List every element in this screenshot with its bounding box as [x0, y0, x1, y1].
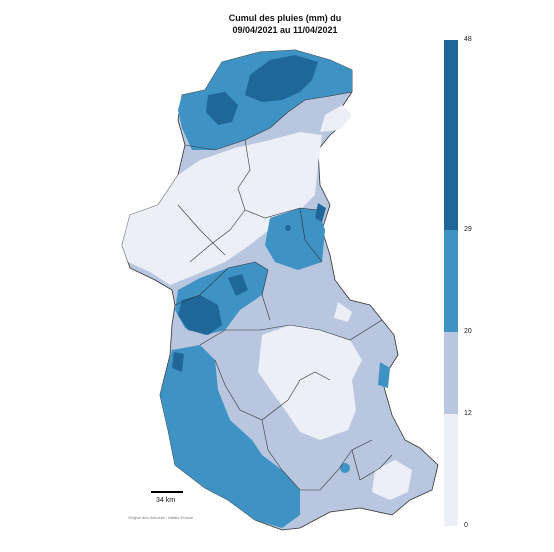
rain-zone-medium [160, 345, 300, 528]
legend-tick-0: 0 [464, 522, 468, 529]
rain-zone-very-light [320, 105, 352, 132]
rain-zone-medium [340, 463, 350, 473]
rain-zone-dark [315, 203, 326, 222]
legend-band-dark [444, 40, 458, 230]
region-outline [121, 49, 439, 531]
rain-zone-medium [378, 362, 390, 388]
department-borders [174, 91, 393, 491]
rain-zone-very-light [122, 132, 322, 285]
rain-zone-dark [172, 352, 184, 372]
rain-zone-dark [285, 225, 291, 231]
legend-tick-48: 48 [464, 36, 472, 43]
rain-zone-very-light [334, 302, 352, 322]
rain-zone-medium [265, 208, 325, 270]
legend-band-light [444, 332, 458, 414]
rain-zone-dark [245, 55, 318, 102]
rain-zone-dark [178, 295, 222, 335]
legend-tick-29: 29 [464, 226, 472, 233]
rain-zone-dark [228, 274, 248, 296]
source-credit: Origine des données : Météo-France [128, 515, 194, 520]
map-title-line1: Cumul des pluies (mm) du [228, 13, 342, 23]
scale-label: 34 km [156, 497, 176, 504]
legend-tick-12: 12 [464, 410, 472, 417]
scale-bar [151, 491, 183, 493]
rain-zone-dark [206, 92, 238, 125]
legend-band-very-light [444, 414, 458, 526]
map-title-line2: 09/04/2021 au 11/04/2021 [232, 25, 338, 35]
rain-zone-very-light [372, 460, 412, 500]
legend-tick-20: 20 [464, 328, 472, 335]
rain-zone-very-light [258, 325, 362, 440]
map-title: Cumul des pluies (mm) du 09/04/2021 au 1… [170, 12, 400, 36]
legend-band-medium [444, 230, 458, 332]
color-legend: 48 29 20 12 0 [444, 36, 472, 529]
